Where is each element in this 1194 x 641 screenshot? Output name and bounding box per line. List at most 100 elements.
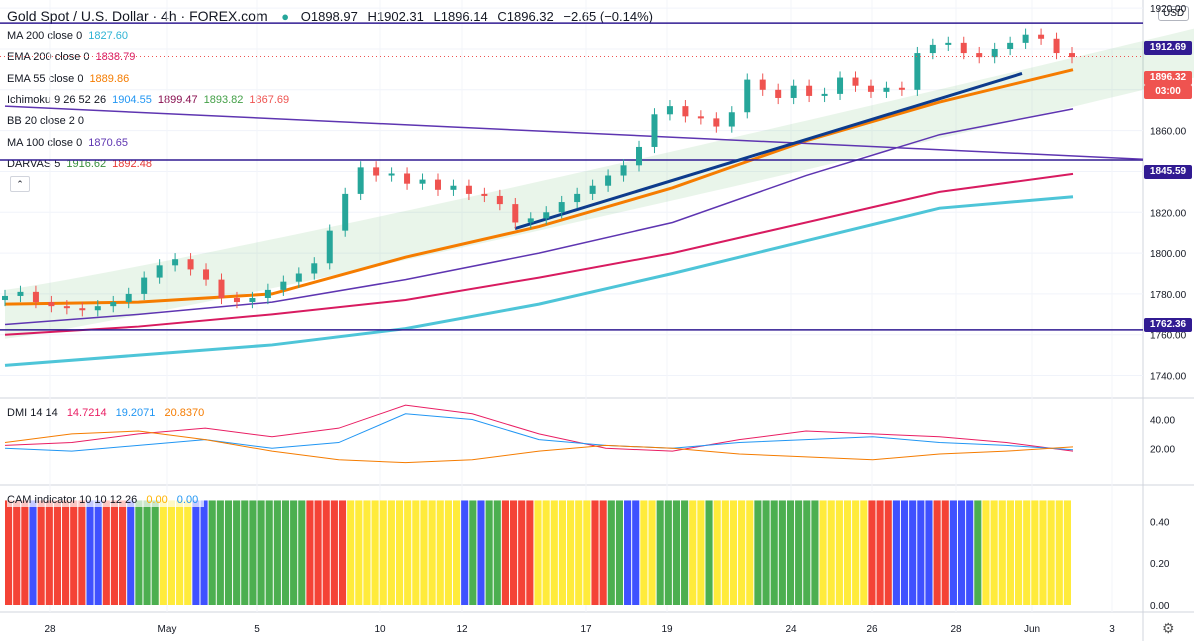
legend-row[interactable]: EMA 55 close 0 1889.86: [7, 73, 135, 86]
candle-body: [1038, 34, 1045, 39]
cam-bar: [1039, 500, 1047, 605]
cam-bar: [461, 500, 469, 605]
legend-value: 1899.47: [157, 93, 198, 106]
legend-row[interactable]: Ichimoku 9 26 52 26 1904.55 1899.47 1893.82…: [7, 94, 295, 107]
cam-bar: [371, 500, 379, 605]
cam-bar: [778, 500, 786, 605]
gear-icon[interactable]: ⚙: [1162, 620, 1175, 636]
cam-bar: [412, 500, 420, 605]
legend-row[interactable]: MA 100 close 0 1870.65: [7, 137, 134, 150]
cam-bar: [624, 500, 632, 605]
cam-bar: [78, 500, 86, 605]
cam-bar: [542, 500, 550, 605]
cam-bar: [477, 500, 485, 605]
cam-bar: [119, 500, 127, 605]
cam-bar: [909, 500, 917, 605]
market-open-icon: ●: [281, 9, 290, 24]
cam-bar: [387, 500, 395, 605]
legend-row[interactable]: MA 200 close 0 1827.60: [7, 30, 134, 43]
candle-body: [976, 53, 983, 58]
cam-bar: [827, 500, 835, 605]
cam-bar: [167, 500, 176, 605]
cam-bar: [689, 500, 697, 605]
ohlc-high: H1902.31: [367, 9, 424, 24]
y-tick-label: 1740.00: [1150, 372, 1187, 383]
candle-body: [218, 279, 225, 298]
cam-bar: [729, 500, 738, 605]
dmi-y-tick-label: 40.00: [1150, 416, 1175, 427]
cam-bar: [110, 500, 119, 605]
cam-bar: [1031, 500, 1039, 605]
candle-body: [883, 87, 890, 92]
bar-countdown-tag: 03:00: [1144, 85, 1192, 99]
ma-line-ema-200: [4, 172, 1074, 336]
ohlc-low: L1896.14: [433, 9, 488, 24]
x-tick-label: 24: [785, 624, 797, 635]
dmi-line: [4, 430, 1074, 464]
cam-bar: [338, 500, 347, 605]
y-tick-label: 1820.00: [1150, 208, 1187, 219]
cam-bar: [754, 500, 762, 605]
candle-body: [790, 85, 797, 98]
cam-bar: [990, 500, 998, 605]
cam-bar: [127, 500, 135, 605]
candle-body: [589, 185, 596, 194]
cam-bar: [705, 500, 713, 605]
collapse-legend-button[interactable]: ⌃: [10, 176, 30, 192]
dmi-value-3: 20.8370: [164, 407, 205, 419]
cam-bar: [697, 500, 705, 605]
symbol-title[interactable]: Gold Spot / U.S. Dollar · 4h · FOREX.com: [7, 8, 268, 24]
candle-body: [342, 193, 349, 231]
legend-row[interactable]: DARVAS 5 1916.62 1892.48: [7, 158, 158, 171]
x-tick-label: 28: [950, 624, 962, 635]
cam-bar: [257, 500, 265, 605]
candle-body: [48, 302, 55, 307]
cam-bar: [713, 500, 721, 605]
ohlc-close: C1896.32: [497, 9, 554, 24]
cam-bar: [558, 500, 567, 605]
candle-body: [991, 48, 998, 58]
candle-body: [744, 79, 751, 113]
cam-bar: [518, 500, 526, 605]
cam-bar: [501, 500, 509, 605]
cam-bar: [550, 500, 558, 605]
cam-bar: [966, 500, 974, 605]
candle-body: [1069, 53, 1075, 58]
candle-body: [960, 42, 967, 54]
cam-bar: [452, 500, 461, 605]
candle-body: [357, 167, 364, 194]
cam-bar: [876, 500, 884, 605]
candle-body: [249, 297, 256, 303]
candle-body: [713, 118, 720, 127]
cam-bar: [355, 500, 363, 605]
dmi-line: [4, 404, 1074, 452]
support-price-tag: 1845.59: [1144, 165, 1192, 179]
cam-bar: [1006, 500, 1014, 605]
cam-bar: [917, 500, 925, 605]
legend-value: 1838.79: [95, 51, 136, 64]
ma-line-ma-200: [4, 195, 1074, 367]
cam-bar: [721, 500, 729, 605]
cam-bar: [615, 500, 624, 605]
candle-body: [233, 297, 240, 303]
currency-button[interactable]: USD: [1158, 6, 1190, 21]
cam-bar: [176, 500, 184, 605]
descending-trendline: [4, 105, 1144, 160]
candle-body: [2, 295, 8, 301]
cam-bar: [681, 500, 689, 605]
cam-bar: [200, 500, 208, 605]
candle-body: [867, 85, 874, 92]
cam-bar: [1047, 500, 1055, 605]
candle-body: [172, 259, 179, 266]
dmi-line: [4, 413, 1074, 452]
cam-bar: [648, 500, 656, 605]
cam-bar: [534, 500, 542, 605]
cam-bar: [835, 500, 843, 605]
cam-bar: [900, 500, 909, 605]
legend-row[interactable]: EMA 200 close 0 1838.79: [7, 51, 141, 64]
ichimoku-cloud: [5, 28, 1194, 339]
legend-row[interactable]: BB 20 close 2 0: [7, 115, 90, 128]
cam-bar: [428, 500, 436, 605]
y-tick-label: 1920.00: [1150, 4, 1187, 15]
